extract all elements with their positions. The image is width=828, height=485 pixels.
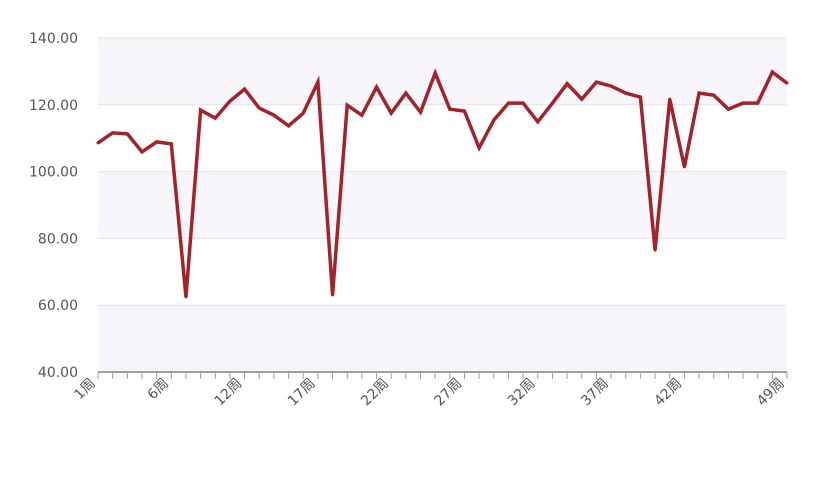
data-point	[155, 140, 159, 144]
data-point	[213, 116, 217, 120]
data-point	[125, 132, 129, 136]
data-point	[638, 95, 642, 99]
data-point	[404, 91, 408, 95]
data-point	[272, 113, 276, 117]
data-point	[331, 293, 335, 297]
data-line	[97, 68, 789, 298]
data-point	[301, 111, 305, 115]
data-point	[477, 146, 481, 150]
data-point	[741, 101, 745, 105]
data-point	[580, 97, 584, 101]
x-tick-label: 37周	[578, 376, 612, 410]
data-point	[199, 108, 203, 112]
x-tick-label: 17周	[285, 376, 319, 410]
data-point	[682, 165, 686, 169]
y-tick-label: 80.00	[38, 231, 78, 247]
data-point	[169, 142, 173, 146]
y-tick-label: 100.00	[29, 165, 78, 181]
background-band	[98, 171, 787, 239]
data-point	[653, 248, 657, 252]
data-point	[462, 109, 466, 113]
data-point	[345, 103, 349, 107]
data-point	[492, 118, 496, 122]
data-point	[712, 93, 716, 97]
data-point	[375, 85, 379, 89]
data-point	[389, 111, 393, 115]
data-point	[243, 87, 247, 91]
data-point	[184, 295, 188, 299]
data-point	[756, 101, 760, 105]
data-point	[770, 70, 774, 74]
data-point	[257, 106, 261, 110]
data-point	[668, 97, 672, 101]
y-tick-label: 120.00	[29, 98, 78, 114]
series-line	[96, 68, 789, 299]
data-point	[594, 80, 598, 84]
x-axis: 1周 6周 12周 17周 22周 27周 32周 37周 42周 49周	[71, 371, 788, 410]
y-tick-label: 140.00	[29, 31, 78, 47]
x-tick-label: 12周	[212, 376, 246, 410]
x-tick-label: 22周	[358, 376, 392, 410]
x-tick-label: 27周	[431, 376, 465, 410]
x-tick-label: 6周	[145, 376, 173, 404]
data-point	[785, 81, 789, 85]
data-point	[316, 80, 320, 84]
data-point	[287, 124, 291, 128]
data-point	[565, 82, 569, 86]
data-point	[140, 150, 144, 154]
x-tick-label: 49周	[754, 376, 788, 410]
data-point	[550, 101, 554, 105]
data-point	[433, 71, 437, 75]
data-point	[609, 84, 613, 88]
data-point	[536, 120, 540, 124]
x-tick-label: 42周	[651, 376, 685, 410]
data-point	[726, 107, 730, 111]
background-bands	[98, 38, 787, 372]
y-tick-label: 40.00	[38, 365, 78, 381]
y-tick-label: 60.00	[38, 298, 78, 314]
data-point	[624, 91, 628, 95]
data-point	[521, 101, 525, 105]
data-point	[506, 101, 510, 105]
y-axis-labels: 40.00 60.00 80.00 100.00 120.00 140.00	[29, 31, 78, 381]
data-point	[111, 131, 115, 135]
x-tick-label: 32周	[505, 376, 539, 410]
data-point	[419, 110, 423, 114]
data-point	[96, 141, 100, 145]
data-point	[228, 99, 232, 103]
data-point	[360, 113, 364, 117]
background-band	[98, 305, 787, 372]
data-point	[697, 91, 701, 95]
data-point	[448, 107, 452, 111]
